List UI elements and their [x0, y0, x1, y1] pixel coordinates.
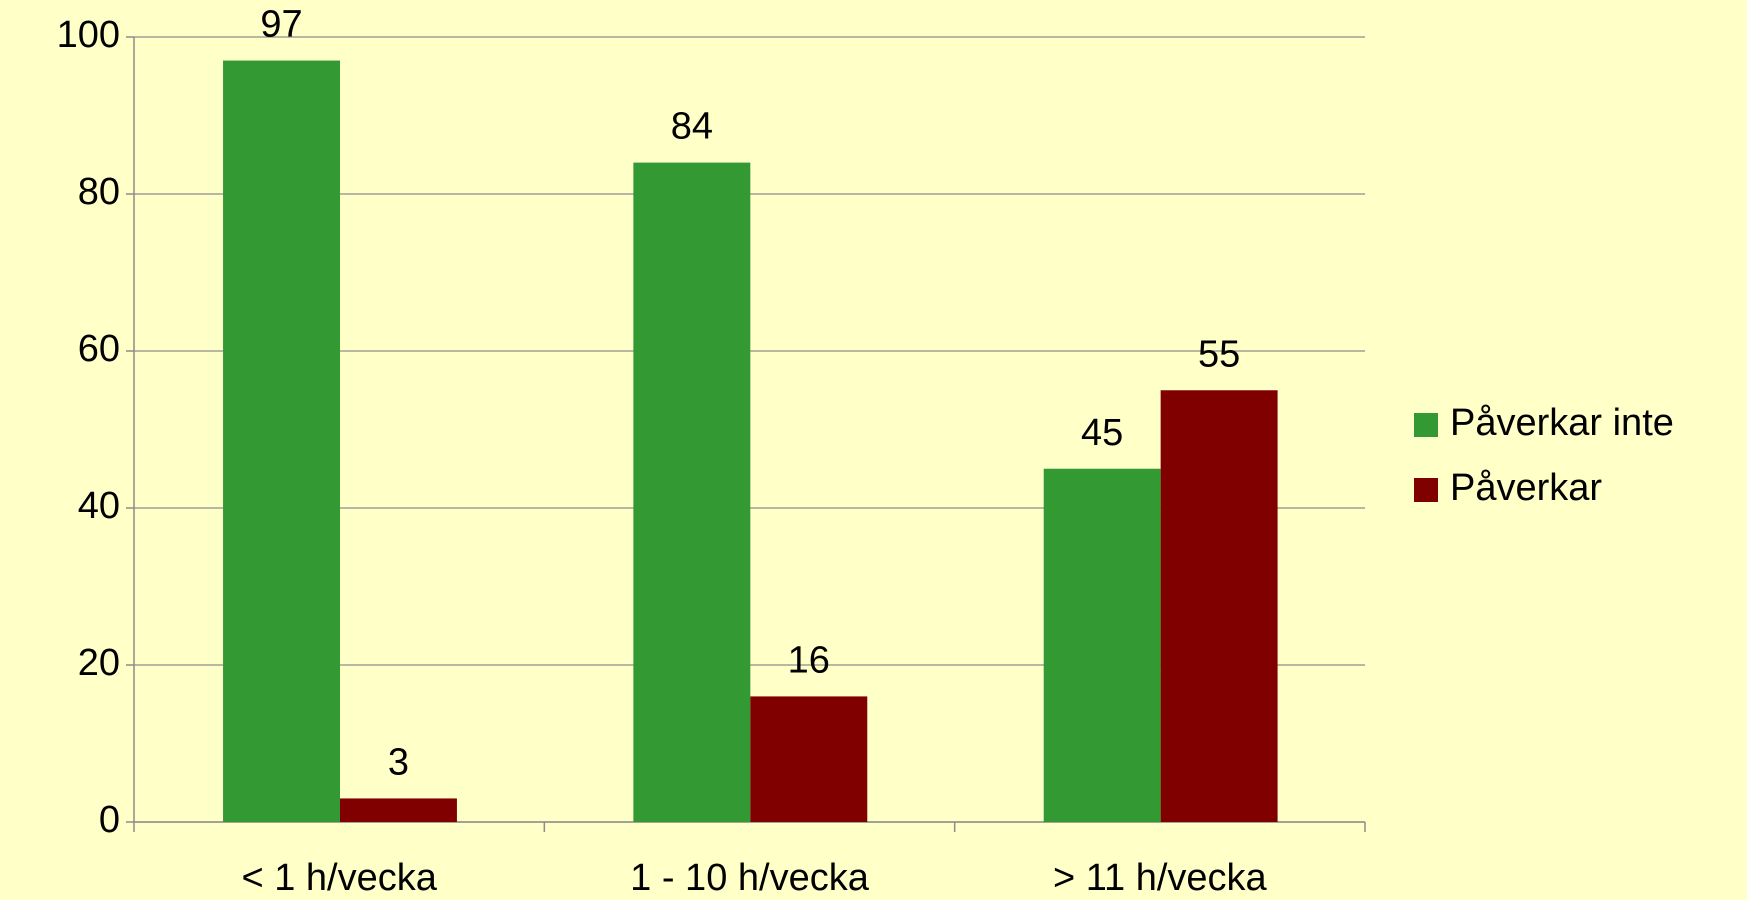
y-tick-label: 0 [99, 799, 120, 841]
bar [339, 798, 457, 822]
bar [223, 60, 340, 823]
data-label: 3 [388, 741, 409, 783]
y-tick-label: 20 [78, 642, 120, 684]
x-tick-label: > 11 h/vecka [1053, 857, 1268, 899]
bar [1160, 390, 1278, 822]
bar [633, 162, 751, 823]
x-tick-label: < 1 h/vecka [241, 857, 437, 899]
data-label: 55 [1198, 333, 1240, 375]
legend-label: Påverkar inte [1450, 402, 1674, 444]
x-tick-label: 1 - 10 h/vecka [630, 857, 870, 899]
y-tick-label: 40 [78, 485, 120, 527]
y-tick-label: 80 [78, 171, 120, 213]
data-label: 45 [1081, 412, 1123, 454]
bar [750, 696, 868, 822]
legend-label: Påverkar [1450, 467, 1602, 509]
y-tick-label: 60 [78, 328, 120, 370]
data-label: 84 [671, 106, 713, 148]
legend-swatch [1414, 478, 1438, 502]
data-label: 16 [788, 639, 830, 681]
legend-swatch [1414, 413, 1438, 437]
y-tick-label: 100 [57, 14, 120, 56]
bar [1043, 468, 1161, 822]
data-label: 97 [260, 4, 302, 46]
